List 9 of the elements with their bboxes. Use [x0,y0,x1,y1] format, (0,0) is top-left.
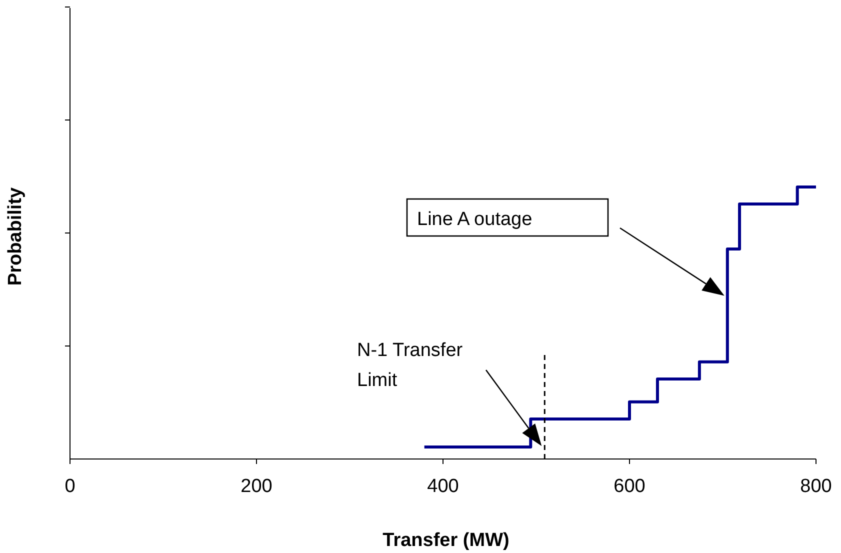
x-tick-label: 0 [64,476,76,497]
ref-line-label: N-1 Transfer Limit [357,340,464,391]
x-tick-label: 400 [427,476,459,497]
x-tick-label: 600 [614,476,646,497]
x-tick-label: 800 [800,476,832,497]
x-tick-label: 200 [240,476,272,497]
annotation: Line A outage [417,209,532,230]
y-axis-title: Probability [5,186,26,286]
x-axis-title: Transfer (MW) [382,530,510,551]
